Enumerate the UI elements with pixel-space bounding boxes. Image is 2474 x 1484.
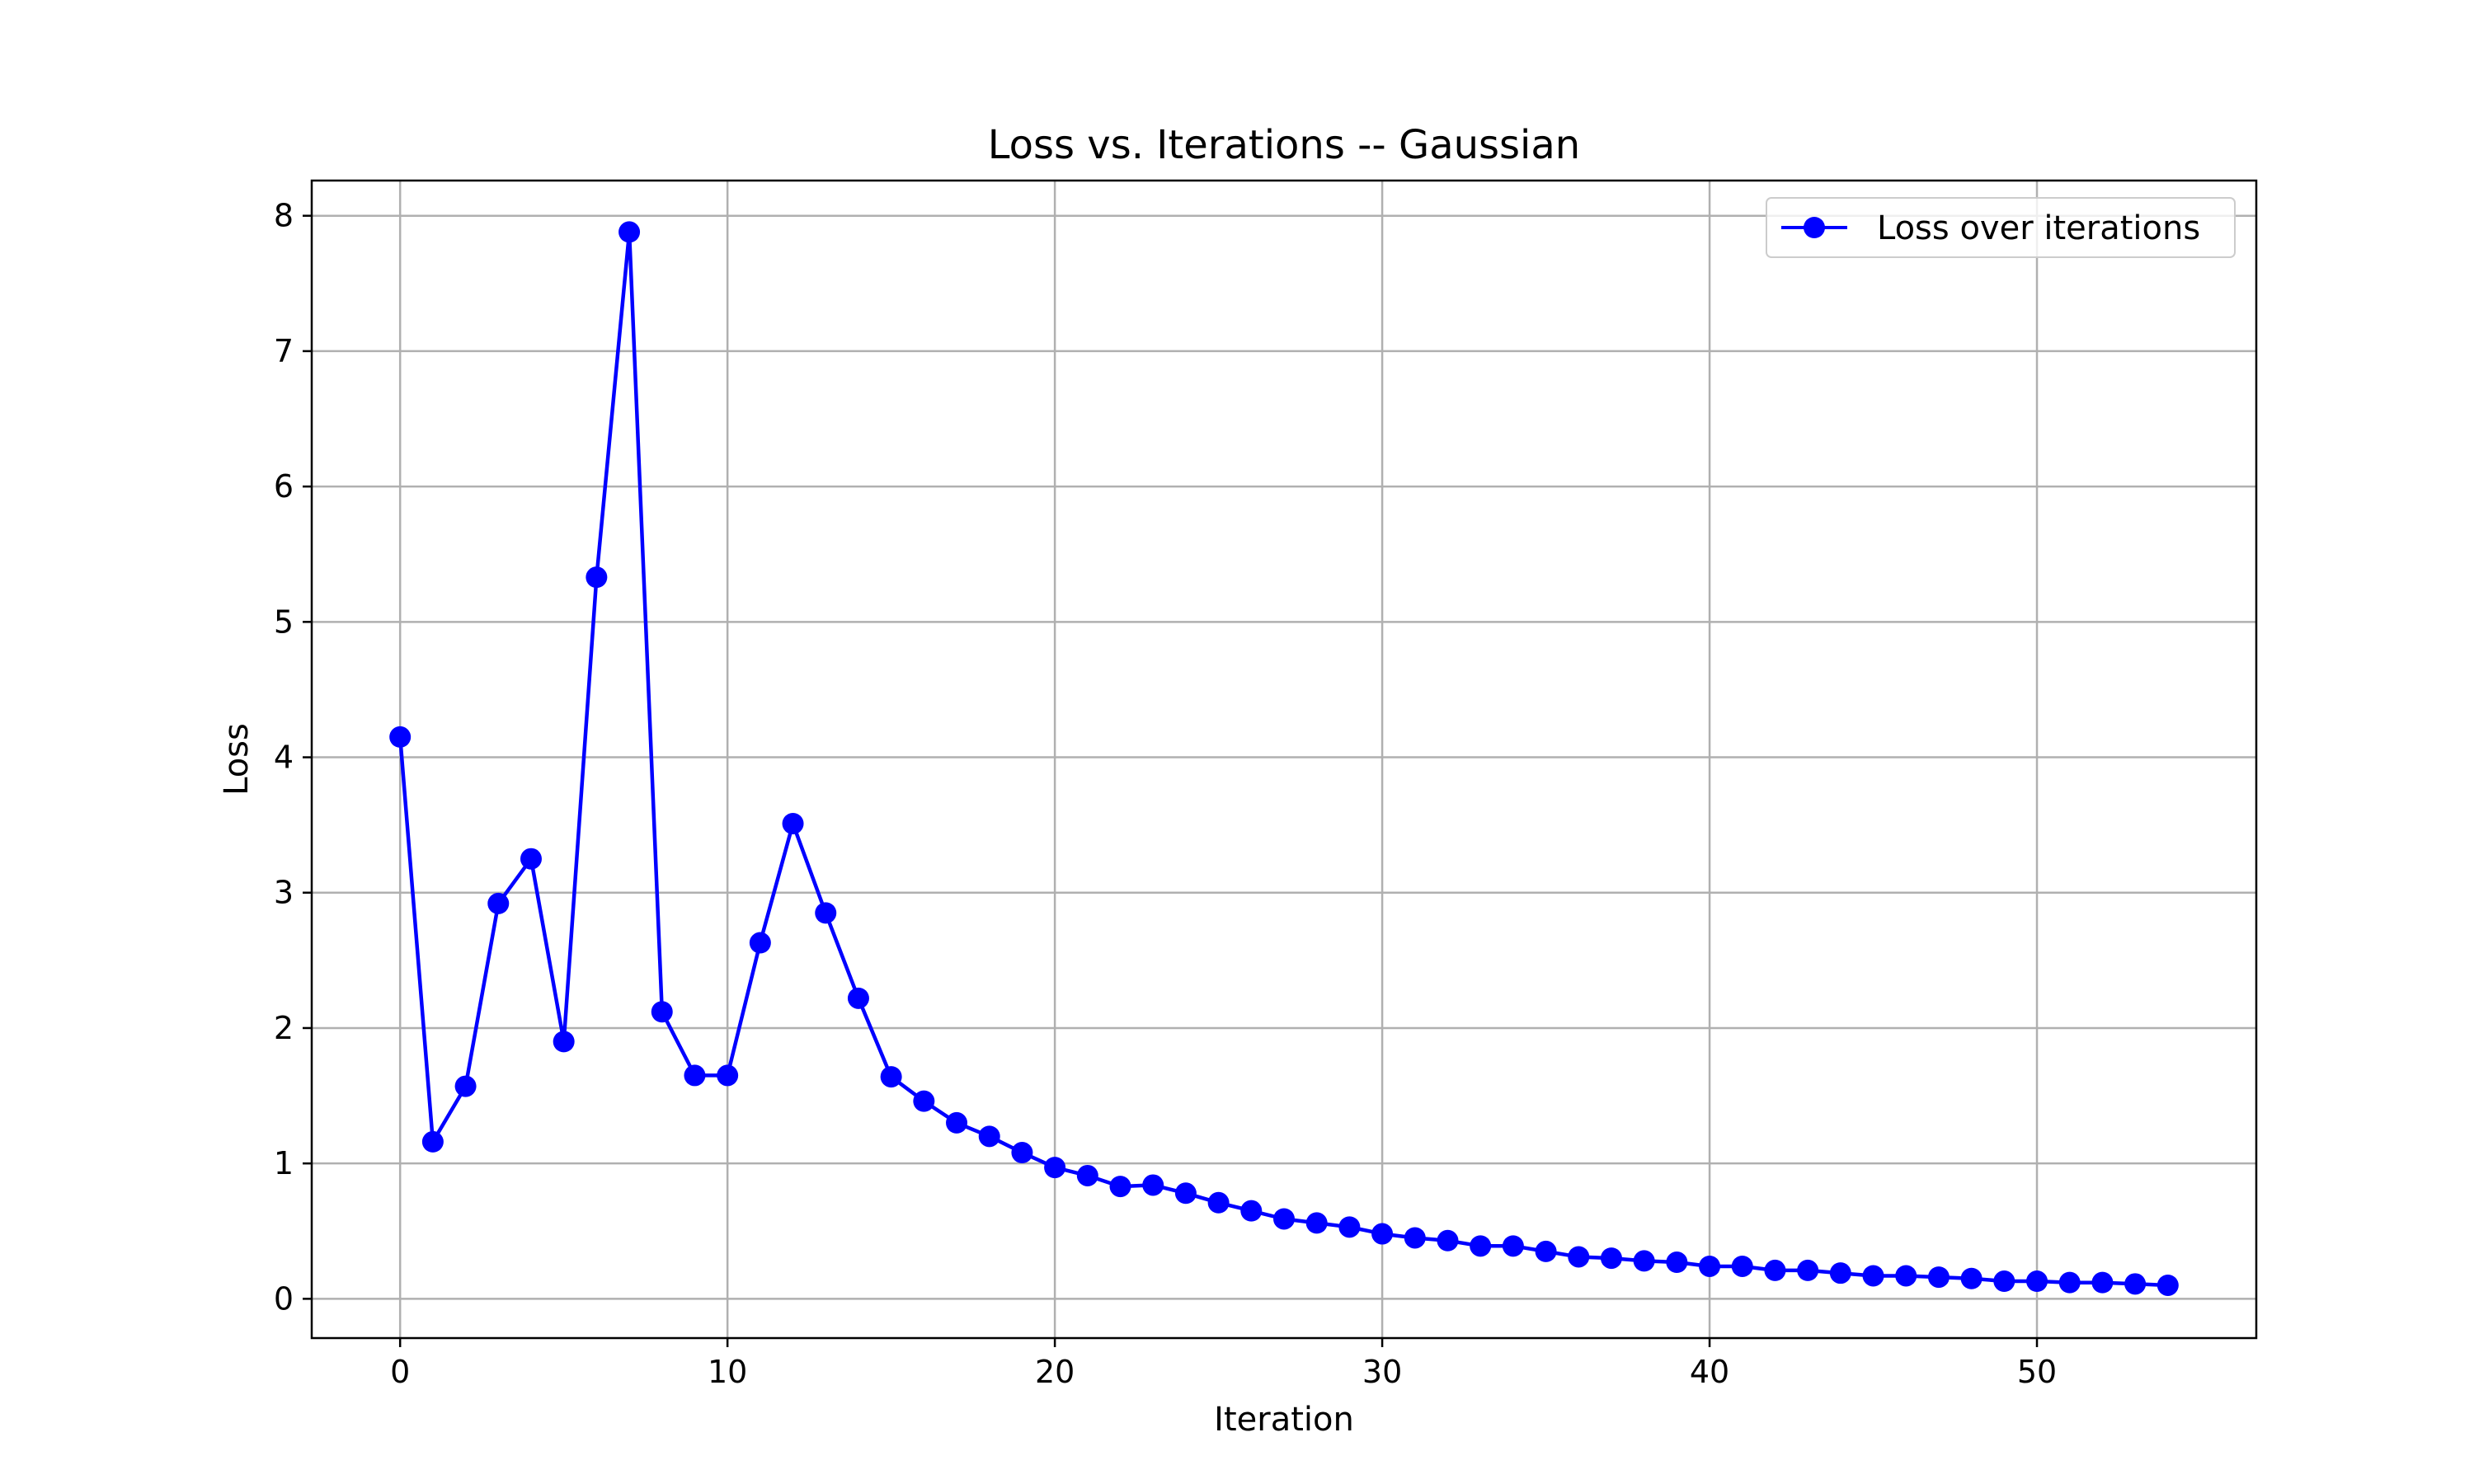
data-point xyxy=(454,1075,477,1097)
grid-lines xyxy=(312,181,2256,1338)
data-point xyxy=(389,726,412,748)
y-tick-label: 5 xyxy=(274,603,294,640)
y-axis-label: Loss xyxy=(218,723,256,796)
x-tick-label: 20 xyxy=(1035,1354,1075,1390)
data-point xyxy=(520,848,542,870)
data-point xyxy=(1862,1265,1884,1287)
data-point xyxy=(1535,1240,1557,1262)
data-point xyxy=(1011,1142,1033,1164)
data-point xyxy=(1927,1266,1950,1289)
data-point xyxy=(2091,1271,2114,1294)
data-point xyxy=(2058,1271,2081,1294)
data-point xyxy=(1502,1235,1524,1257)
data-point xyxy=(651,1001,673,1023)
data-point xyxy=(1109,1176,1131,1198)
data-point xyxy=(978,1125,1000,1148)
legend: Loss over iterations xyxy=(1766,197,2236,258)
x-tick-label: 10 xyxy=(708,1354,747,1390)
data-point xyxy=(749,932,771,954)
series-layer xyxy=(389,221,2179,1296)
data-point xyxy=(1600,1247,1622,1270)
data-point xyxy=(1305,1212,1328,1234)
data-point xyxy=(1437,1229,1459,1252)
legend-marker-swatch xyxy=(1804,217,1825,238)
data-point xyxy=(684,1064,706,1087)
x-tick-label: 0 xyxy=(390,1354,410,1390)
data-point xyxy=(1633,1250,1655,1272)
data-point xyxy=(1273,1208,1295,1230)
data-point xyxy=(1404,1227,1426,1249)
data-point xyxy=(1829,1262,1851,1284)
data-point xyxy=(1895,1265,1917,1287)
data-point xyxy=(553,1031,575,1053)
data-point xyxy=(717,1064,739,1087)
legend-label: Loss over iterations xyxy=(1877,209,2200,247)
data-point xyxy=(1142,1174,1164,1196)
data-point xyxy=(1371,1223,1394,1245)
y-tick-label: 1 xyxy=(274,1145,294,1181)
data-point xyxy=(1240,1200,1263,1222)
chart-title: Loss vs. Iterations -- Gaussian xyxy=(988,122,1580,168)
data-point xyxy=(1470,1235,1492,1257)
data-point xyxy=(1993,1270,2015,1293)
y-tick-label: 6 xyxy=(274,468,294,505)
data-point xyxy=(586,566,608,589)
data-point xyxy=(1568,1246,1590,1268)
y-tick-label: 2 xyxy=(274,1010,294,1046)
y-tick-label: 0 xyxy=(274,1280,294,1317)
data-point xyxy=(1076,1164,1098,1186)
data-point xyxy=(847,987,869,1009)
legend-box xyxy=(1766,197,2236,258)
y-tick-label: 3 xyxy=(274,875,294,911)
axis-ticks: 0 10 20 30 40 50 0 1 2 3 4 5 6 7 8 xyxy=(274,198,2057,1390)
data-point xyxy=(782,813,804,834)
data-point xyxy=(1797,1259,1819,1281)
data-point xyxy=(2026,1270,2048,1293)
data-point xyxy=(1731,1255,1753,1277)
data-point xyxy=(487,892,510,914)
data-point xyxy=(618,221,641,243)
data-point xyxy=(1666,1252,1688,1274)
data-point xyxy=(1207,1191,1230,1214)
data-point xyxy=(1764,1259,1786,1281)
x-tick-label: 40 xyxy=(1690,1354,1729,1390)
data-point xyxy=(815,902,837,924)
x-tick-label: 30 xyxy=(1362,1354,1402,1390)
data-point xyxy=(1044,1157,1066,1179)
data-point xyxy=(1338,1216,1361,1238)
data-point xyxy=(946,1111,968,1134)
plot-frame xyxy=(310,179,2258,1340)
y-tick-label: 4 xyxy=(274,740,294,776)
x-axis-label: Iteration xyxy=(1214,1401,1354,1439)
data-point xyxy=(421,1130,444,1153)
data-point xyxy=(2157,1274,2179,1296)
data-point xyxy=(1174,1182,1197,1205)
data-point xyxy=(2124,1273,2147,1295)
x-tick-label: 50 xyxy=(2017,1354,2057,1390)
data-point xyxy=(1699,1255,1721,1277)
data-point xyxy=(1960,1267,1982,1289)
y-tick-label: 8 xyxy=(274,198,294,234)
data-point xyxy=(880,1066,902,1088)
y-tick-label: 7 xyxy=(274,333,294,369)
data-point xyxy=(913,1090,935,1112)
